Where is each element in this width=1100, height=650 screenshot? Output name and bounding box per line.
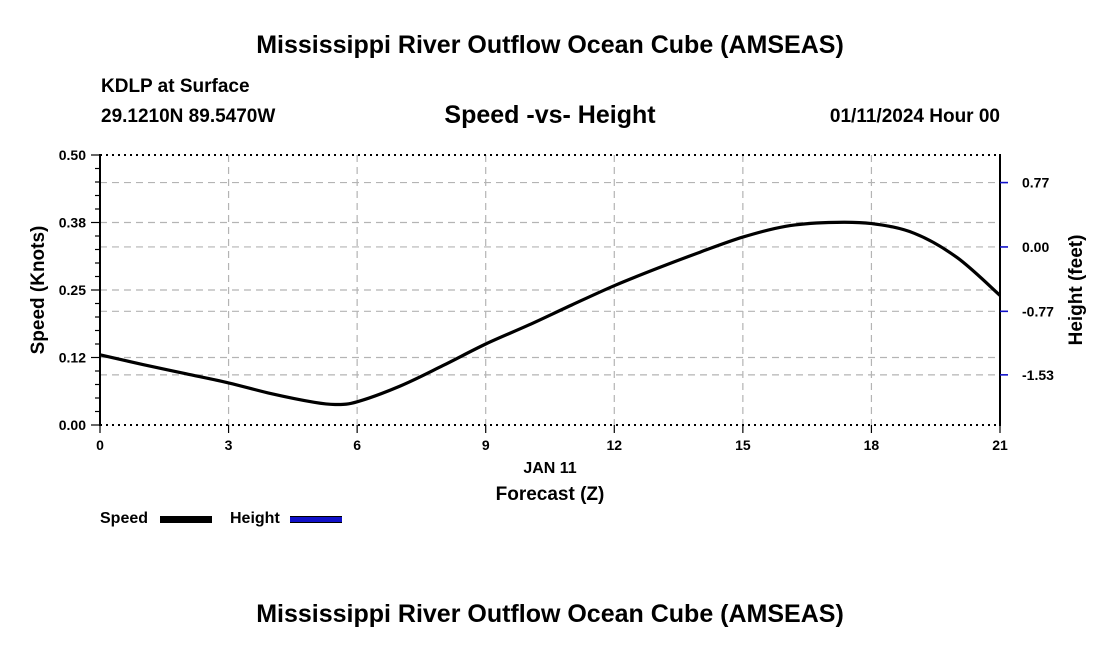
y-tick-label: 0.12 — [59, 350, 86, 366]
y2-tick-label: 0.77 — [1022, 175, 1049, 191]
x-tick-label: 0 — [96, 437, 104, 453]
x-tick-label: 12 — [606, 437, 622, 453]
x-tick-label: 6 — [353, 437, 361, 453]
x-tick-label: 21 — [992, 437, 1008, 453]
chart-main-title: Mississippi River Outflow Ocean Cube (AM… — [256, 31, 844, 59]
station-name: KDLP at Surface — [101, 76, 250, 97]
x-tick-label: 15 — [735, 437, 751, 453]
y-tick-label: 0.50 — [59, 147, 86, 163]
x-tick-label: 9 — [482, 437, 490, 453]
legend-height-swatch — [290, 516, 342, 523]
chart-subtitle: Speed -vs- Height — [444, 101, 656, 129]
legend-speed-swatch — [160, 516, 212, 523]
series-line-speed — [99, 220, 1002, 407]
y2-tick-label: -0.77 — [1022, 303, 1054, 319]
x-axis-title: Forecast (Z) — [496, 484, 605, 505]
forecast-timestamp: 01/11/2024 Hour 00 — [829, 106, 1000, 127]
y2-tick-label: -1.53 — [1022, 367, 1054, 383]
legend-speed-label: Speed — [100, 510, 149, 527]
y2-tick-label: 0.00 — [1022, 239, 1049, 255]
x-axis-date-label: JAN 11 — [523, 460, 576, 477]
station-coordinates: 29.1210N 89.5470W — [101, 106, 276, 127]
y-tick-label: 0.00 — [59, 417, 86, 433]
legend-height-label: Height — [230, 510, 280, 527]
y-tick-label: 0.38 — [59, 215, 86, 231]
y2-axis-title: Height (feet) — [1066, 235, 1087, 346]
x-tick-label: 3 — [225, 437, 233, 453]
x-tick-label: 18 — [864, 437, 880, 453]
footer-title: Mississippi River Outflow Ocean Cube (AM… — [256, 600, 844, 628]
speed-height-chart: 0.00 0.12 0.25 0.38 0.50 0 3 6 9 12 15 18 21 -1.53 -0.… — [28, 147, 1087, 505]
y-axis-title: Speed (Knots) — [28, 226, 49, 355]
y-tick-label: 0.25 — [59, 282, 86, 298]
